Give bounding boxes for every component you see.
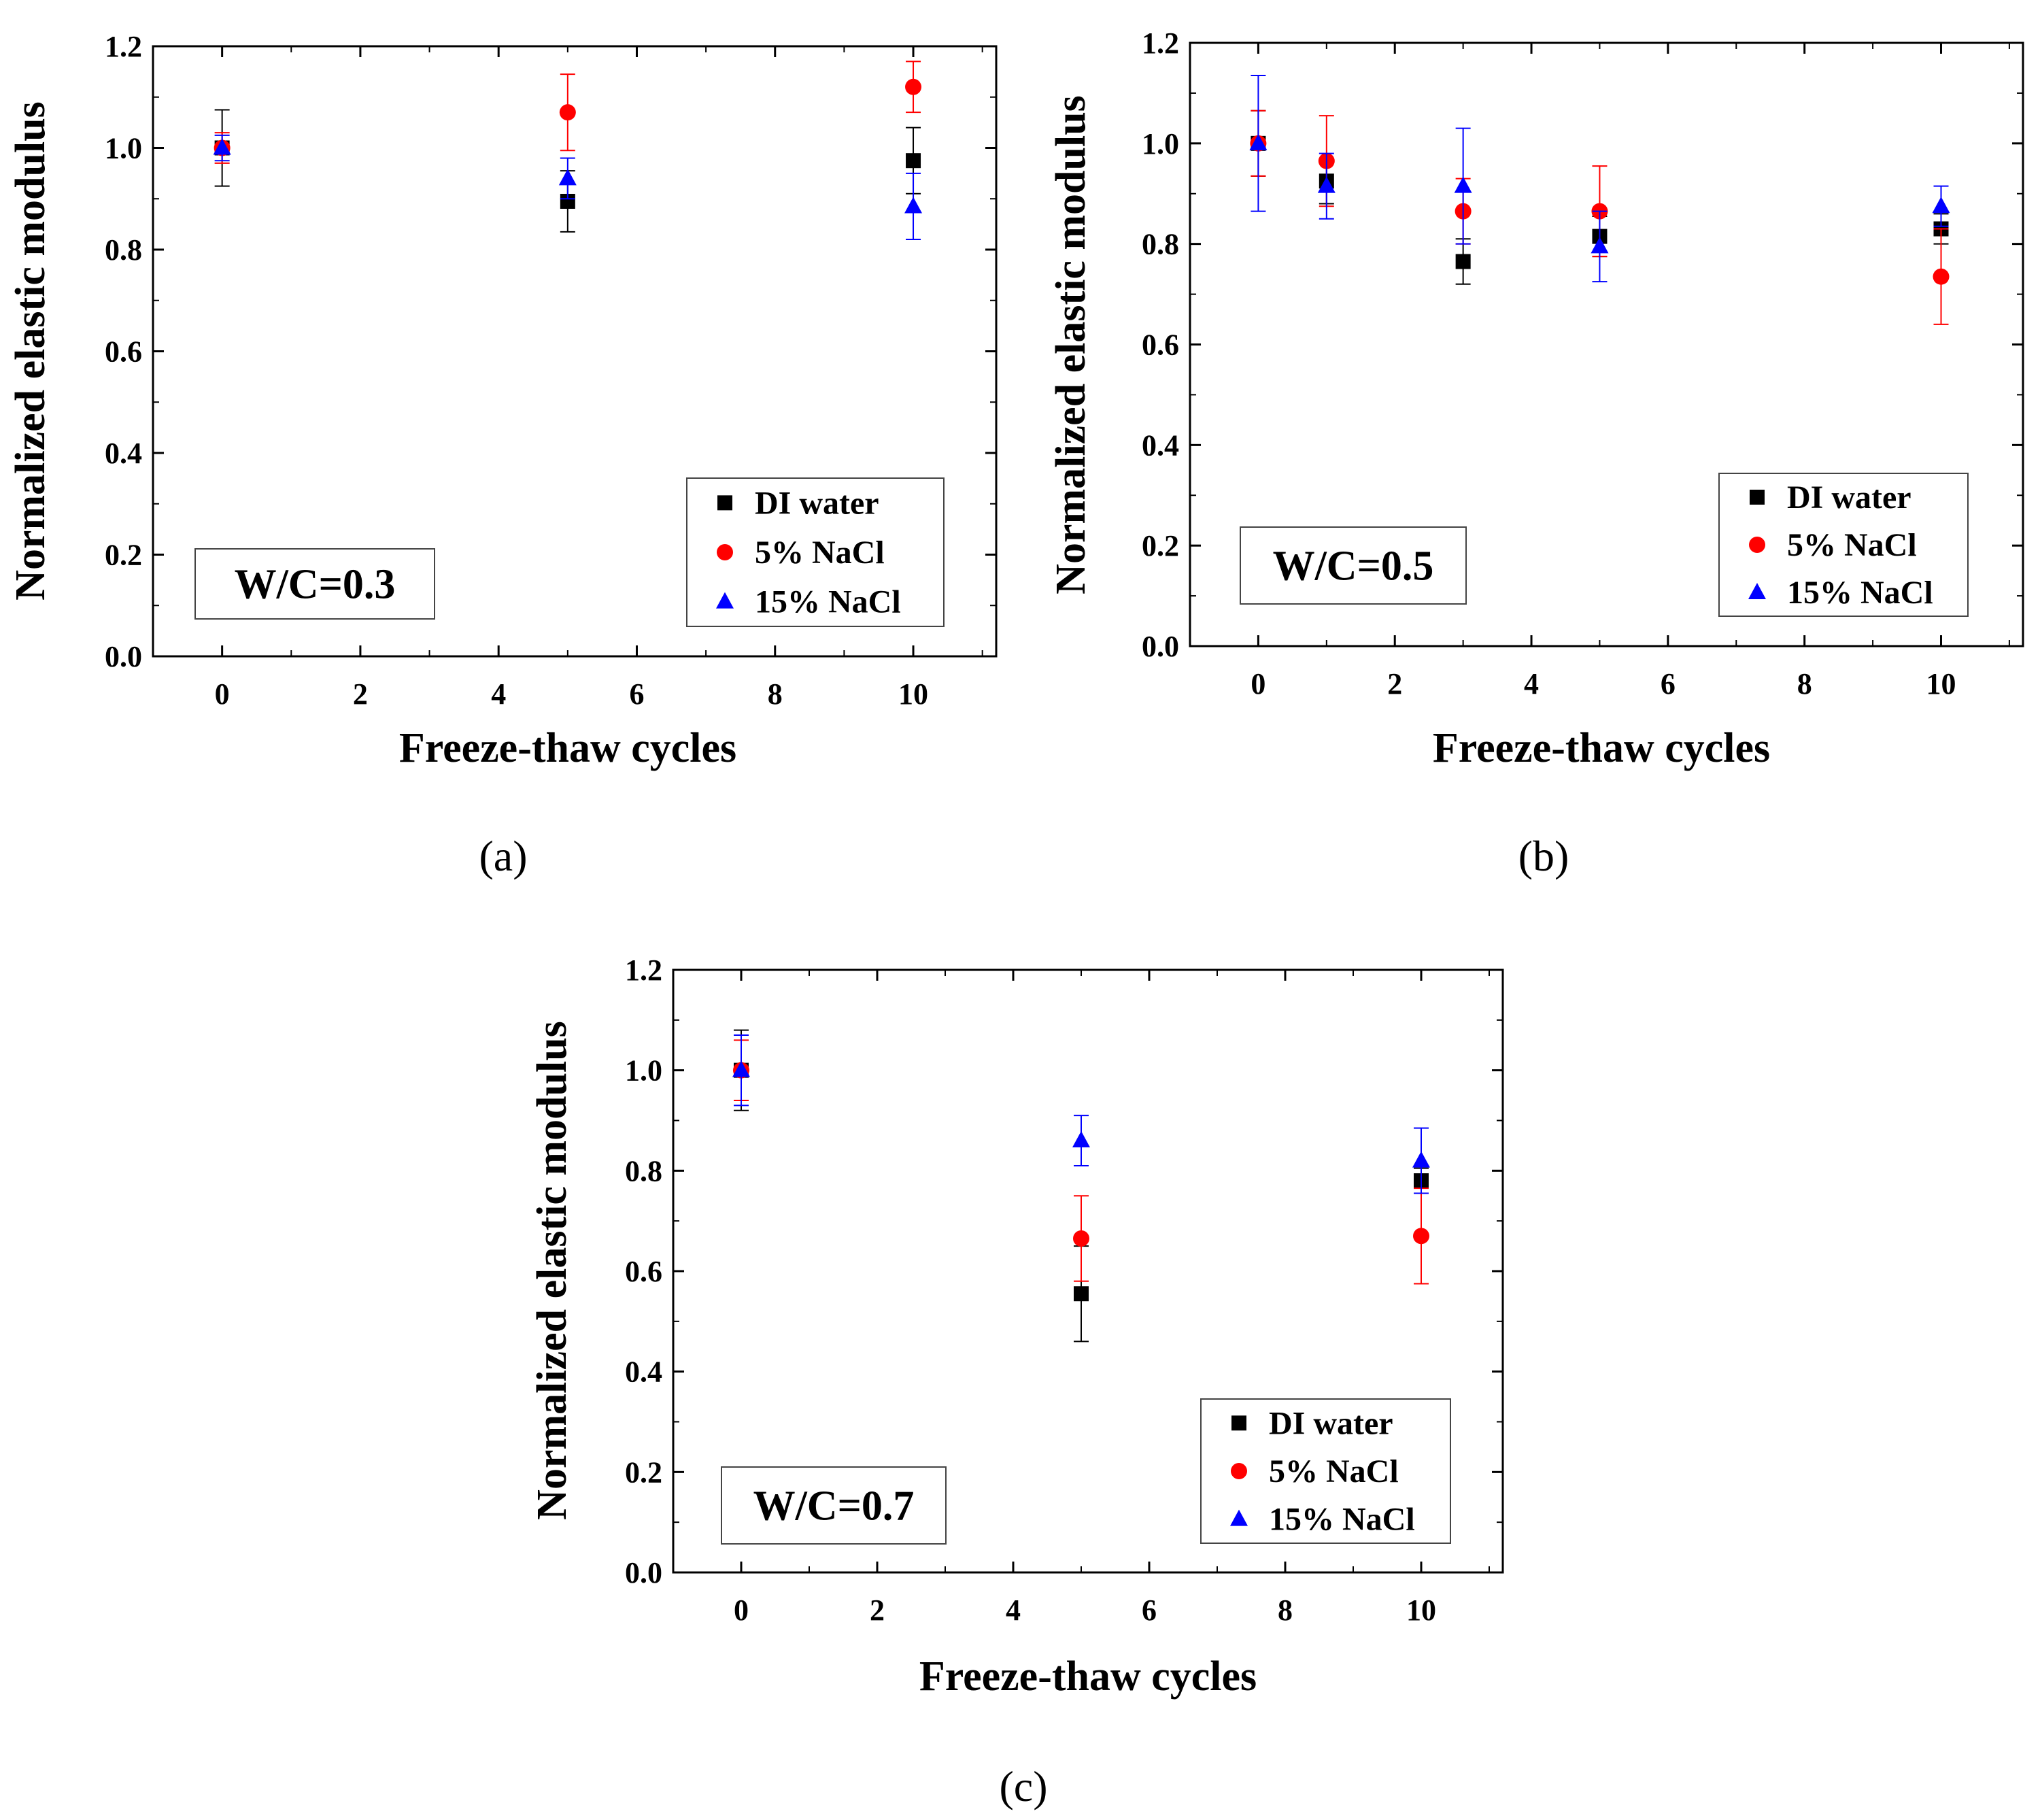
annotation-text: W/C=0.7 bbox=[753, 1483, 915, 1530]
panel-label: (c) bbox=[999, 1762, 1047, 1810]
x-tick-label: 2 bbox=[1387, 667, 1402, 701]
x-tick-label: 8 bbox=[1278, 1594, 1293, 1627]
y-tick-label: 1.2 bbox=[1142, 27, 1179, 60]
panel-label: (a) bbox=[479, 832, 527, 880]
data-point bbox=[1933, 197, 1950, 213]
y-tick-label: 0.2 bbox=[625, 1455, 662, 1489]
x-tick-label: 4 bbox=[491, 677, 506, 711]
data-point bbox=[1456, 254, 1471, 269]
y-tick-label: 0.8 bbox=[1142, 228, 1179, 261]
series-di-water bbox=[734, 1030, 1429, 1342]
panel-label: (b) bbox=[1518, 832, 1569, 880]
y-tick-label: 0.6 bbox=[625, 1255, 662, 1288]
x-tick-label: 6 bbox=[1142, 1594, 1157, 1627]
series-5-nacl bbox=[214, 61, 921, 163]
x-tick-label: 0 bbox=[215, 677, 230, 711]
y-tick-label: 0.6 bbox=[1142, 328, 1179, 362]
legend-marker bbox=[1231, 1463, 1247, 1479]
y-tick-label: 1.2 bbox=[105, 30, 142, 63]
data-point bbox=[1074, 1286, 1089, 1301]
y-tick-label: 0.4 bbox=[625, 1355, 662, 1389]
y-tick-label: 0.2 bbox=[1142, 529, 1179, 562]
y-tick-label: 0.8 bbox=[625, 1154, 662, 1187]
y-tick-label: 0.4 bbox=[105, 437, 142, 470]
legend-label: 5% NaCl bbox=[1787, 527, 1917, 563]
chart-panel-1: 0.0 0.2 0.4 0.6 0.8 1.0 1.2 0 2 4 6 8 10 Freeze-thaw … bbox=[7, 30, 996, 880]
legend-label: 5% NaCl bbox=[755, 535, 885, 571]
x-tick-label: 0 bbox=[1251, 667, 1265, 701]
legend-label: 15% NaCl bbox=[755, 584, 901, 620]
legend-marker bbox=[1749, 537, 1765, 553]
legend-marker bbox=[717, 495, 732, 510]
y-tick-label: 0.6 bbox=[105, 335, 142, 369]
data-point bbox=[1073, 1230, 1089, 1247]
y-tick-label: 1.0 bbox=[625, 1054, 662, 1088]
data-point bbox=[1072, 1131, 1090, 1147]
data-point bbox=[905, 79, 921, 95]
chart-panel-3: 0.0 0.2 0.4 0.6 0.8 1.0 1.2 0 2 4 6 8 10 Freeze-thaw … bbox=[529, 954, 1503, 1810]
annotation-text: W/C=0.5 bbox=[1273, 543, 1434, 590]
x-tick-label: 4 bbox=[1524, 667, 1539, 701]
y-tick-label: 0.0 bbox=[105, 640, 142, 673]
y-tick-label: 1.2 bbox=[625, 954, 662, 987]
y-axis-title: Normalized elastic modulus bbox=[7, 101, 54, 601]
y-tick-label: 0.0 bbox=[625, 1556, 662, 1589]
legend-label: 15% NaCl bbox=[1269, 1502, 1415, 1538]
legend-label: 15% NaCl bbox=[1787, 575, 1933, 611]
chart-panel-2: 0.0 0.2 0.4 0.6 0.8 1.0 1.2 0 2 4 6 8 10 Freeze-thaw … bbox=[1048, 27, 2023, 880]
y-tick-label: 0.8 bbox=[105, 233, 142, 267]
x-tick-label: 4 bbox=[1006, 1594, 1021, 1627]
legend-marker bbox=[1231, 1415, 1246, 1430]
y-tick-label: 0.2 bbox=[105, 539, 142, 572]
x-axis-title: Freeze-thaw cycles bbox=[919, 1653, 1257, 1700]
x-tick-label: 10 bbox=[1406, 1594, 1436, 1627]
y-tick-label: 1.0 bbox=[1142, 127, 1179, 161]
x-tick-label: 8 bbox=[1797, 667, 1812, 701]
data-point bbox=[560, 104, 576, 120]
legend-label: DI water bbox=[755, 485, 879, 521]
legend: DI water 5% NaCl 15% NaCl bbox=[1719, 473, 1968, 616]
legend-label: 5% NaCl bbox=[1269, 1453, 1399, 1489]
y-tick-label: 1.0 bbox=[105, 132, 142, 165]
legend: DI water 5% NaCl 15% NaCl bbox=[687, 478, 944, 626]
data-point bbox=[1413, 1228, 1429, 1244]
figure: 0.0 0.2 0.4 0.6 0.8 1.0 1.2 0 2 4 6 8 10 Freeze-thaw … bbox=[0, 0, 2040, 1820]
y-axis-title: Normalized elastic modulus bbox=[529, 1021, 575, 1520]
series-15-nacl bbox=[732, 1035, 1430, 1194]
legend: DI water 5% NaCl 15% NaCl bbox=[1201, 1399, 1450, 1543]
data-point bbox=[906, 153, 921, 168]
x-tick-label: 2 bbox=[870, 1594, 885, 1627]
x-tick-label: 0 bbox=[734, 1594, 749, 1627]
x-tick-label: 6 bbox=[629, 677, 644, 711]
data-point bbox=[904, 197, 922, 213]
x-tick-label: 10 bbox=[1926, 667, 1956, 701]
legend-label: DI water bbox=[1787, 479, 1911, 516]
y-axis-title: Normalized elastic modulus bbox=[1048, 95, 1094, 594]
legend-marker bbox=[717, 544, 733, 560]
legend-label: DI water bbox=[1269, 1405, 1393, 1441]
x-tick-label: 10 bbox=[898, 677, 928, 711]
x-tick-label: 8 bbox=[768, 677, 783, 711]
x-tick-label: 2 bbox=[353, 677, 368, 711]
x-axis-title: Freeze-thaw cycles bbox=[399, 725, 736, 771]
legend-marker bbox=[1750, 490, 1765, 505]
data-point bbox=[1933, 269, 1950, 285]
annotation-text: W/C=0.3 bbox=[235, 562, 396, 608]
data-point bbox=[1412, 1151, 1430, 1168]
y-tick-label: 0.0 bbox=[1142, 630, 1179, 663]
x-axis-title: Freeze-thaw cycles bbox=[1433, 725, 1770, 771]
y-tick-label: 0.4 bbox=[1142, 428, 1179, 462]
x-tick-label: 6 bbox=[1661, 667, 1676, 701]
